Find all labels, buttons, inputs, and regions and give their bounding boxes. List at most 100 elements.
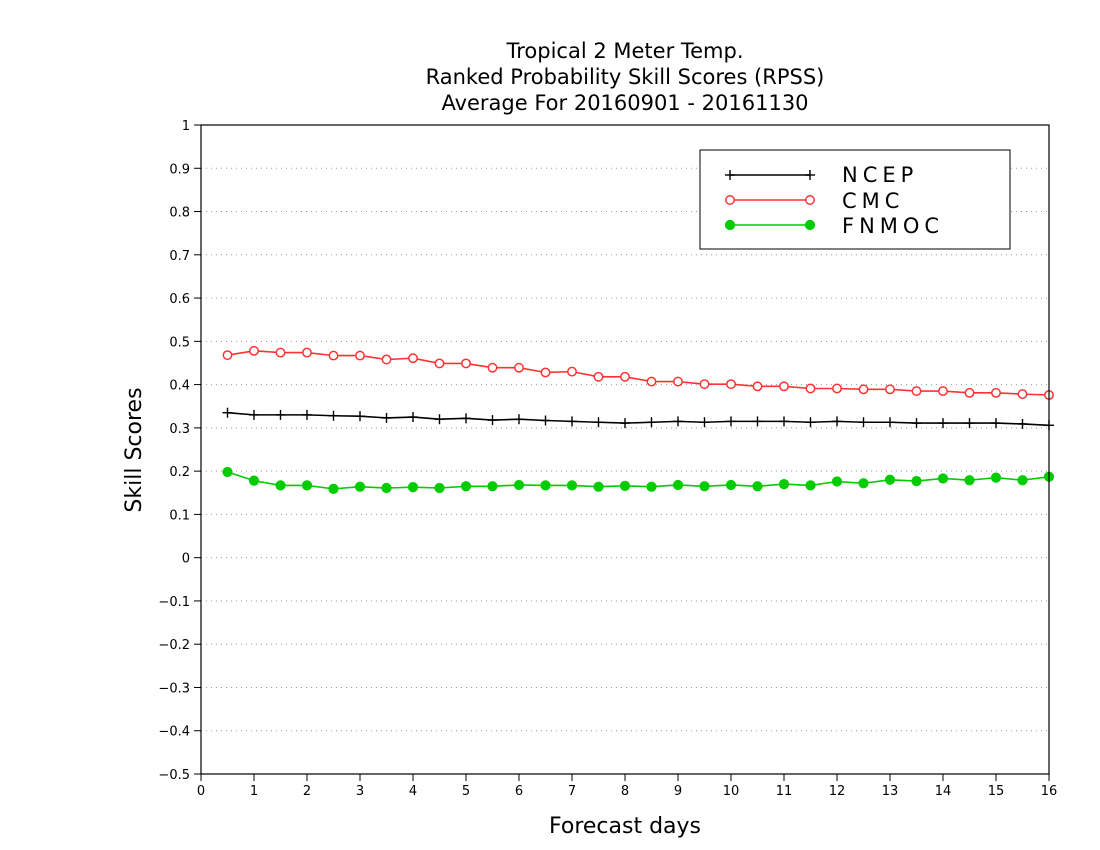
x-tick-label: 5 — [462, 784, 470, 799]
data-point-cmc — [858, 384, 869, 395]
x-axis-ticks: 0 1 2 3 4 5 6 7 8 9 10 11 12 13 14 15 16 — [197, 774, 1057, 799]
data-point-ncep — [487, 415, 498, 426]
data-point-ncep — [302, 409, 312, 420]
data-point-fnmoc — [911, 475, 922, 487]
data-point-ncep — [646, 417, 657, 428]
x-tick-label: 15 — [988, 784, 1005, 799]
chart-title: Tropical 2 Meter Temp. Ranked Probabilit… — [426, 39, 825, 115]
data-point-fnmoc — [805, 480, 816, 491]
data-point-ncep — [911, 418, 922, 429]
y-tick-label: 0.7 — [169, 249, 190, 264]
data-point-cmc — [779, 381, 789, 392]
x-tick-label: 3 — [356, 784, 364, 799]
y-tick-label: 0 — [182, 552, 190, 567]
data-point-cmc — [991, 387, 1001, 398]
data-point-fnmoc — [407, 482, 419, 493]
data-point-ncep — [567, 416, 577, 427]
x-tick-label: 16 — [1041, 784, 1058, 799]
data-point-cmc — [355, 350, 365, 361]
data-point-cmc — [805, 383, 816, 394]
data-point-cmc — [673, 376, 683, 387]
data-point-ncep — [752, 416, 763, 427]
data-point-fnmoc — [248, 475, 260, 486]
data-point-ncep — [355, 411, 365, 422]
data-point-cmc — [911, 386, 922, 397]
data-point-fnmoc — [513, 479, 525, 491]
legend-marker-fnmoc — [804, 219, 816, 231]
data-point-ncep — [991, 418, 1001, 429]
title-line-1: Tropical 2 Meter Temp. — [505, 39, 743, 63]
y-tick-label: −0.5 — [158, 768, 190, 783]
x-tick-label: 4 — [409, 784, 417, 799]
data-point-ncep — [514, 414, 524, 425]
data-point-cmc — [752, 381, 763, 392]
data-point-cmc — [328, 350, 339, 361]
data-point-cmc — [646, 376, 657, 387]
data-point-cmc — [434, 358, 445, 369]
data-point-cmc — [832, 383, 842, 394]
data-point-cmc — [381, 354, 392, 365]
x-tick-label: 11 — [776, 784, 793, 799]
data-point-ncep — [593, 417, 604, 428]
series-group — [222, 345, 1055, 494]
data-point-cmc — [487, 362, 498, 373]
data-point-ncep — [779, 416, 789, 427]
data-point-cmc — [593, 371, 604, 382]
data-point-fnmoc — [672, 479, 684, 491]
data-point-fnmoc — [301, 480, 313, 491]
x-tick-label: 2 — [303, 784, 311, 799]
data-point-cmc — [249, 345, 259, 356]
data-point-fnmoc — [566, 480, 578, 491]
x-axis-label: Forecast days — [549, 814, 701, 839]
data-point-fnmoc — [778, 479, 790, 490]
y-tick-label: 0.2 — [169, 465, 190, 480]
series-line-fnmoc — [227, 471, 1050, 490]
y-tick-label: −0.3 — [158, 681, 190, 696]
data-point-ncep — [699, 417, 710, 428]
data-point-cmc — [726, 379, 736, 390]
title-line-3: Average For 20160901 - 20161130 — [441, 91, 808, 115]
data-point-fnmoc — [1017, 475, 1028, 486]
data-point-cmc — [222, 350, 233, 361]
legend-marker-ncep — [805, 170, 815, 180]
data-point-ncep — [249, 409, 259, 420]
data-point-ncep — [858, 417, 869, 428]
data-point-fnmoc — [937, 473, 949, 484]
x-tick-label: 8 — [621, 784, 629, 799]
title-line-2: Ranked Probability Skill Scores (RPSS) — [426, 65, 825, 89]
data-point-ncep — [408, 412, 418, 423]
data-point-ncep — [673, 416, 683, 427]
x-tick-label: 9 — [674, 784, 682, 799]
y-axis-ticks: −0.5 −0.4 −0.3 −0.2 −0.1 0 0.1 0.2 0.3 0.4 0.5 0.6 0… — [158, 119, 201, 783]
data-point-cmc — [540, 367, 551, 378]
legend-label-ncep: NCEP — [842, 163, 918, 187]
data-point-cmc — [1017, 389, 1028, 400]
data-point-ncep — [832, 416, 842, 427]
legend-marker-fnmoc — [724, 219, 736, 231]
y-tick-label: 0.9 — [169, 162, 190, 177]
data-point-fnmoc — [222, 466, 233, 478]
legend-marker-cmc — [725, 195, 735, 205]
data-point-cmc — [885, 384, 895, 395]
data-point-fnmoc — [381, 482, 392, 494]
x-tick-label: 1 — [250, 784, 258, 799]
data-point-fnmoc — [275, 480, 286, 491]
y-tick-label: 0.6 — [169, 292, 190, 307]
y-tick-label: 0.4 — [169, 379, 190, 394]
y-tick-label: 0.8 — [169, 206, 190, 221]
series-line-ncep — [227, 411, 1050, 427]
data-point-cmc — [567, 366, 577, 377]
data-point-fnmoc — [831, 476, 843, 487]
data-point-cmc — [964, 387, 975, 398]
legend-marker-ncep — [725, 170, 735, 180]
data-point-ncep — [461, 413, 471, 424]
data-point-cmc — [408, 353, 418, 364]
data-point-cmc — [514, 362, 524, 373]
y-tick-label: 0.3 — [169, 422, 190, 437]
x-tick-label: 0 — [197, 784, 205, 799]
data-point-fnmoc — [646, 481, 657, 492]
data-point-fnmoc — [354, 481, 366, 492]
data-point-ncep — [275, 409, 286, 420]
y-tick-label: −0.4 — [158, 725, 190, 740]
